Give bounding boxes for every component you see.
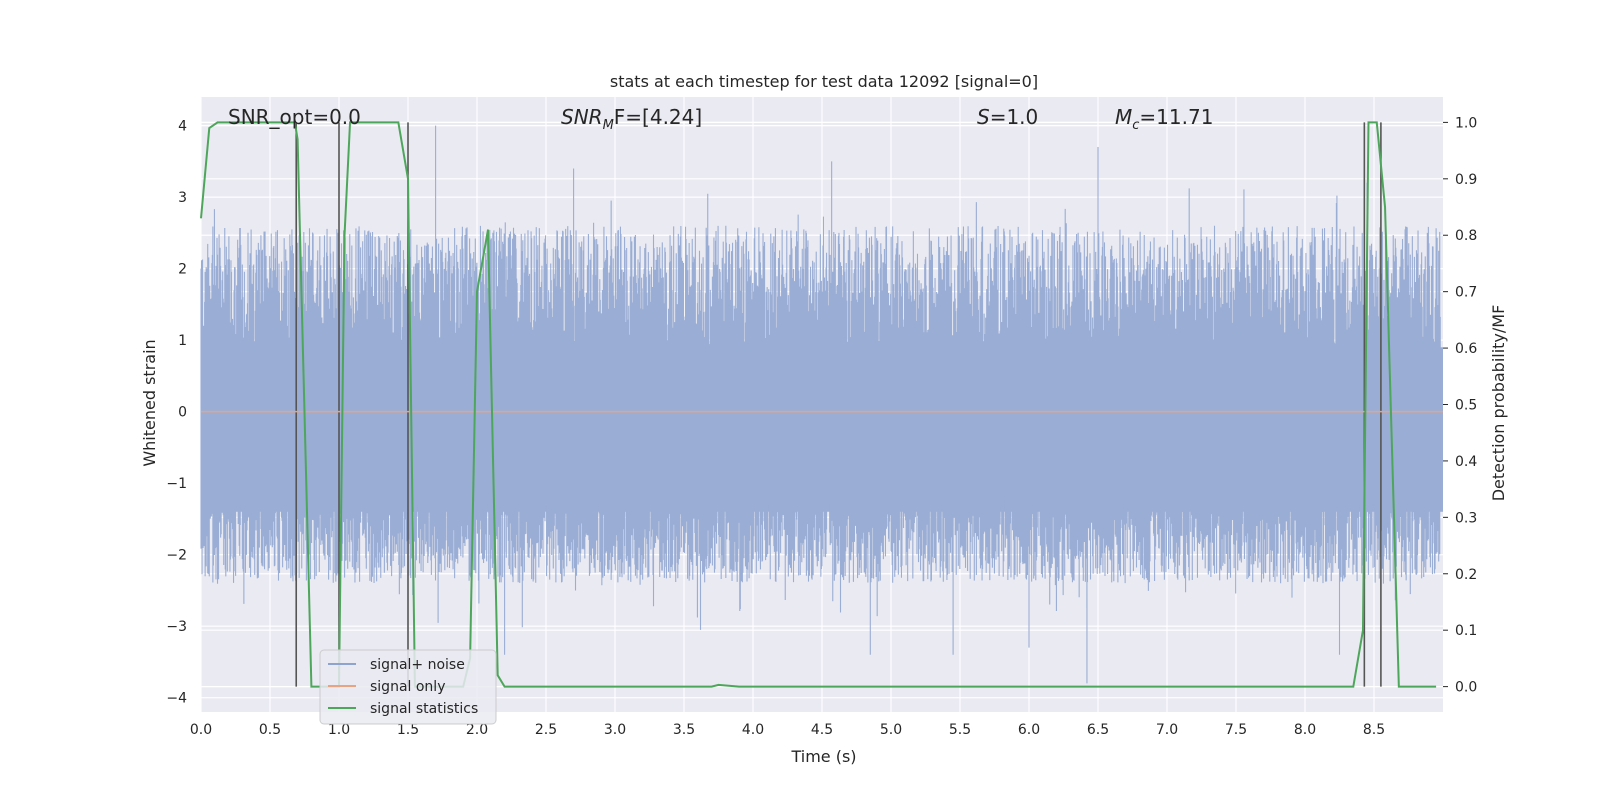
- annotation-snr-mf: SNRMF=[4.24]: [561, 105, 702, 133]
- legend-label-noise: signal+ noise: [370, 657, 465, 673]
- annotation-snr-opt: SNR_opt=0.0: [228, 105, 361, 129]
- x-tick-label: 7.5: [1225, 722, 1247, 738]
- right-y-tick-label: 0.5: [1455, 398, 1477, 414]
- annotation-snr-mf-sub: M: [603, 118, 614, 133]
- x-tick-label: 2.0: [466, 722, 488, 738]
- chart-title: stats at each timestep for test data 120…: [610, 72, 1038, 91]
- left-y-tick-label: 1: [178, 333, 187, 349]
- left-y-axis-ticks: 4 3 2 1 0 −1 −2 −3 −4: [166, 119, 187, 707]
- legend-box: [319, 649, 497, 725]
- annotation-s: S=1.0: [977, 105, 1038, 129]
- left-y-tick-label: 4: [178, 119, 187, 135]
- annotation-snr-mf-prefix: SNR: [561, 105, 603, 129]
- x-tick-label: 7.0: [1156, 722, 1178, 738]
- x-tick-label: 8.0: [1294, 722, 1316, 738]
- x-tick-label: 3.5: [673, 722, 695, 738]
- right-y-tick-label: 0.7: [1455, 285, 1477, 301]
- x-tick-label: 4.0: [742, 722, 764, 738]
- right-y-axis-label: Detection probability/MF: [1489, 305, 1508, 502]
- x-tick-label: 5.5: [949, 722, 971, 738]
- annotation-mc-prefix: M: [1115, 105, 1132, 129]
- right-y-tick-label: 0.9: [1455, 172, 1477, 188]
- annotation-mc-suffix: =11.71: [1139, 105, 1213, 129]
- x-tick-label: 1.0: [328, 722, 350, 738]
- right-y-tick-label: 0.6: [1455, 341, 1477, 357]
- x-tick-label: 4.5: [811, 722, 833, 738]
- right-y-tick-label: 0.0: [1455, 680, 1477, 696]
- x-tick-label: 6.5: [1087, 722, 1109, 738]
- legend-label-signal-only: signal only: [370, 679, 445, 695]
- left-y-tick-label: −4: [166, 691, 187, 707]
- x-tick-label: 0.5: [259, 722, 281, 738]
- left-y-tick-label: −2: [166, 548, 187, 564]
- annotation-mc-sub: c: [1132, 118, 1139, 133]
- right-y-tick-label: 0.4: [1455, 454, 1477, 470]
- annotation-s-prefix: S: [977, 105, 990, 129]
- left-y-tick-label: 0: [178, 405, 187, 421]
- left-y-tick-label: −1: [166, 476, 187, 492]
- legend-label-statistics: signal statistics: [370, 701, 478, 717]
- left-y-axis-label: Whitened strain: [140, 339, 159, 466]
- x-tick-label: 6.0: [1018, 722, 1040, 738]
- x-tick-label: 1.5: [397, 722, 419, 738]
- annotation-s-suffix: =1.0: [990, 105, 1039, 129]
- left-y-tick-label: −3: [166, 619, 187, 635]
- right-y-tick-label: 0.1: [1455, 623, 1477, 639]
- x-axis-label: Time (s): [790, 747, 856, 766]
- x-axis-ticks: 0.0 0.5 1.0 1.5 2.0 2.5 3.0 3.5 4.0 4.5 5.0 5.5 6.0 6…: [190, 722, 1385, 738]
- left-y-tick-label: 2: [178, 262, 187, 278]
- right-y-tick-label: 0.3: [1455, 510, 1477, 526]
- x-tick-label: 0.0: [190, 722, 212, 738]
- x-tick-label: 5.0: [880, 722, 902, 738]
- annotation-snr-mf-suffix: F=[4.24]: [614, 105, 702, 129]
- right-y-axis-ticks: 1.0 0.9 0.8 0.7 0.6 0.5 0.4 0.3 0.2 0.1 0.0: [1443, 115, 1477, 696]
- left-y-tick-label: 3: [178, 190, 187, 206]
- right-y-tick-label: 1.0: [1455, 115, 1477, 131]
- right-y-tick-label: 0.2: [1455, 567, 1477, 583]
- x-tick-label: 2.5: [535, 722, 557, 738]
- x-tick-label: 8.5: [1363, 722, 1385, 738]
- legend: signal+ noise signal only signal statist…: [319, 649, 497, 725]
- right-y-tick-label: 0.8: [1455, 228, 1477, 244]
- x-tick-label: 3.0: [604, 722, 626, 738]
- annotation-mc: Mc=11.71: [1115, 105, 1213, 133]
